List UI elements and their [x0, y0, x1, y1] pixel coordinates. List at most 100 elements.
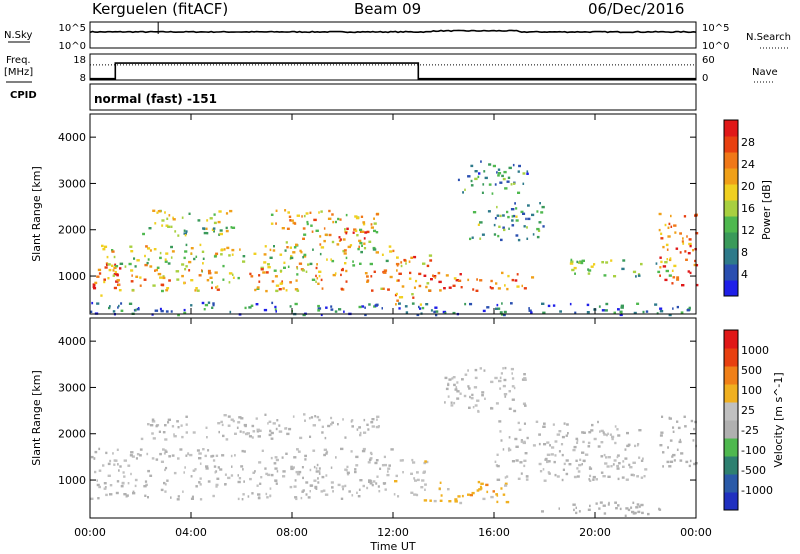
- heatmap-cell: [113, 266, 117, 270]
- heatmap-cell: [315, 467, 318, 470]
- colorbar-swatch: [724, 280, 738, 297]
- heatmap-cell: [289, 246, 292, 249]
- heatmap-cell: [676, 305, 679, 309]
- heatmap-cell: [97, 497, 100, 500]
- heatmap-cell: [302, 256, 304, 259]
- heatmap-cell: [192, 431, 196, 434]
- heatmap-cell: [587, 508, 591, 511]
- heatmap-cell: [508, 449, 510, 452]
- heatmap-cell: [463, 394, 467, 398]
- heatmap-cell: [119, 262, 124, 265]
- heatmap-cell: [624, 514, 627, 517]
- heatmap-cell: [211, 286, 213, 290]
- colorbar-swatch: [724, 474, 738, 493]
- heatmap-cell: [523, 378, 527, 381]
- heatmap-cell: [644, 468, 648, 471]
- heatmap-cell: [165, 310, 169, 313]
- heatmap-cell: [101, 244, 104, 248]
- heatmap-cell: [560, 443, 564, 446]
- heatmap-cell: [154, 222, 157, 225]
- heatmap-cell: [376, 418, 378, 421]
- colorbar-tick-label: 28: [741, 136, 755, 149]
- heatmap-cell: [295, 470, 299, 474]
- heatmap-cell: [493, 223, 496, 227]
- heatmap-cell: [504, 284, 506, 287]
- heatmap-cell: [517, 238, 521, 242]
- heatmap-cell: [147, 423, 150, 426]
- heatmap-cell: [589, 504, 591, 508]
- heatmap-cell: [212, 303, 215, 307]
- heatmap-cell: [107, 263, 111, 266]
- heatmap-cell: [531, 276, 535, 279]
- heatmap-cell: [430, 278, 433, 281]
- heatmap-cell: [660, 232, 663, 235]
- heatmap-cell: [530, 311, 533, 314]
- heatmap-cell: [418, 284, 422, 288]
- heatmap-cell: [220, 253, 223, 256]
- heatmap-cell: [688, 242, 692, 246]
- heatmap-cell: [541, 205, 545, 209]
- heatmap-cell: [610, 259, 613, 262]
- heatmap-cell: [625, 507, 629, 510]
- heatmap-cell: [552, 423, 555, 426]
- heatmap-cell: [122, 471, 125, 474]
- heatmap-cell: [225, 212, 229, 215]
- heatmap-cell: [526, 170, 529, 173]
- heatmap-cell: [346, 465, 349, 469]
- heatmap-cell: [222, 278, 225, 281]
- heatmap-cell: [410, 472, 413, 475]
- heatmap-cell: [611, 437, 614, 441]
- heatmap-cell: [471, 393, 474, 397]
- heatmap-cell: [593, 263, 596, 266]
- heatmap-cell: [588, 478, 591, 481]
- heatmap-cell: [196, 449, 200, 452]
- heatmap-cell: [603, 453, 606, 457]
- heatmap-cell: [205, 465, 209, 468]
- x-tick-label: 00:00: [74, 526, 106, 539]
- heatmap-cell: [629, 466, 633, 469]
- heatmap-cell: [536, 227, 540, 231]
- heatmap-cell: [659, 434, 663, 437]
- heatmap-cell: [211, 306, 214, 309]
- heatmap-cell: [579, 458, 582, 461]
- heatmap-cell: [292, 251, 296, 254]
- heatmap-cell: [360, 215, 364, 218]
- heatmap-cell: [340, 497, 344, 500]
- heatmap-cell: [269, 487, 272, 490]
- heatmap-cell: [204, 303, 209, 307]
- heatmap-cell: [664, 223, 667, 227]
- heatmap-cell: [265, 289, 268, 293]
- heatmap-cell: [314, 485, 318, 489]
- heatmap-cell: [120, 302, 123, 305]
- heatmap-cell: [294, 288, 299, 291]
- heatmap-cell: [631, 510, 635, 514]
- heatmap-cell: [668, 313, 672, 317]
- heatmap-cell: [135, 457, 138, 460]
- heatmap-cell: [238, 416, 242, 419]
- heatmap-cell: [395, 303, 397, 306]
- heatmap-cell: [581, 463, 583, 466]
- heatmap-cell: [128, 262, 132, 266]
- heatmap-cell: [318, 274, 321, 278]
- heatmap-cell: [532, 444, 536, 447]
- heatmap-cell: [181, 435, 184, 439]
- heatmap-cell: [356, 428, 359, 431]
- heatmap-cell: [500, 487, 503, 490]
- heatmap-cell: [116, 274, 119, 277]
- heatmap-cell: [549, 444, 551, 447]
- heatmap-cell: [147, 258, 150, 261]
- heatmap-cell: [93, 457, 96, 460]
- heatmap-cell: [164, 211, 166, 214]
- heatmap-cell: [368, 480, 370, 483]
- heatmap-cell: [496, 303, 499, 307]
- heatmap-cell: [503, 228, 506, 232]
- heatmap-cell: [668, 222, 671, 226]
- heatmap-cell: [117, 463, 119, 466]
- heatmap-cell: [312, 424, 316, 427]
- heatmap-cell: [242, 255, 246, 258]
- heatmap-cell: [316, 415, 320, 419]
- heatmap-cell: [275, 222, 277, 225]
- heatmap-cell: [234, 454, 236, 457]
- heatmap-cell: [305, 493, 308, 496]
- y-tick-label: 2000: [58, 224, 86, 237]
